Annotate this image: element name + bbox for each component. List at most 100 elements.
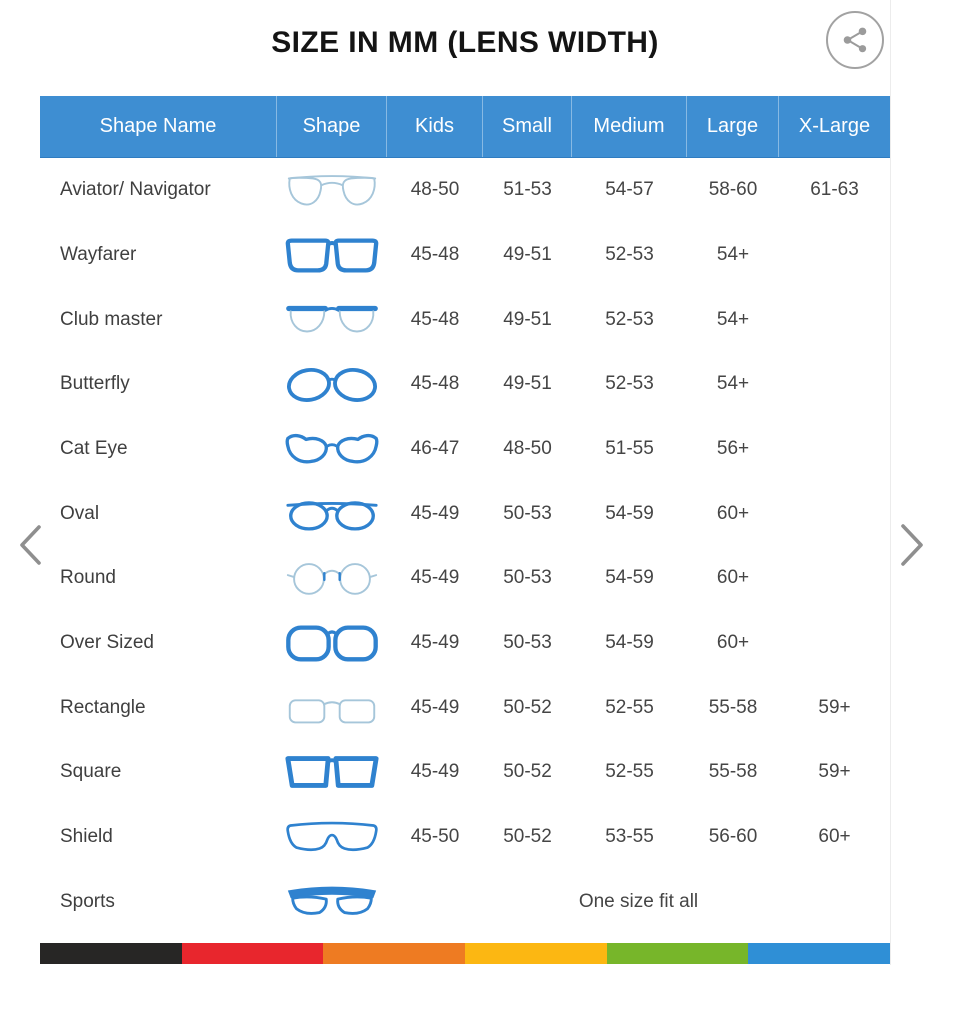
table-row: Rectangle 45-49 50-52 52-55 55-58 59+ xyxy=(40,675,890,740)
shape-name-cell: Round xyxy=(60,567,116,589)
oversized-glasses-icon xyxy=(277,619,387,667)
size-cell-medium: 52-55 xyxy=(605,696,654,718)
shape-name-cell: Oval xyxy=(60,502,100,524)
stripe-segment xyxy=(606,943,749,964)
size-cell-medium: 53-55 xyxy=(605,826,654,848)
table-row: Aviator/ Navigator 48-50 51-53 54-57 58-60 6… xyxy=(40,158,890,223)
size-cell-large: 54+ xyxy=(716,244,750,265)
size-cell-kids: 45-49 xyxy=(410,502,460,524)
size-cell-medium: 52-53 xyxy=(605,244,654,265)
table-row: Sports One size fit all xyxy=(40,869,890,934)
table-row: Club master 45-48 49-51 52-53 54+ xyxy=(40,287,890,352)
size-cell-kids: 45-49 xyxy=(410,632,460,654)
size-cell-small: 50-52 xyxy=(503,696,552,718)
size-cell-small: 49-51 xyxy=(503,244,552,265)
size-cell-small: 50-53 xyxy=(503,567,552,589)
size-cell-large: 60+ xyxy=(716,632,750,654)
wayfarer-glasses-icon xyxy=(277,231,387,279)
size-cell-kids: 45-49 xyxy=(410,761,460,783)
cateye-glasses-icon xyxy=(277,425,387,473)
table-row: Over Sized 45-49 50-53 54-59 60+ xyxy=(40,611,890,676)
table-row: Cat Eye 46-47 48-50 51-55 56+ xyxy=(40,417,890,482)
stripe-segment xyxy=(748,943,891,964)
round-glasses-icon xyxy=(277,554,387,602)
size-cell-medium: 54-59 xyxy=(605,567,654,589)
size-cell-xlarge: 59+ xyxy=(818,696,851,718)
size-cell-small: 50-53 xyxy=(503,502,552,524)
chevron-right-icon xyxy=(898,520,926,570)
size-cell-large: 56-60 xyxy=(708,826,758,848)
header-cell-large: Large xyxy=(687,96,779,157)
shape-name-cell: Rectangle xyxy=(60,696,146,718)
size-cell-kids: 45-50 xyxy=(410,826,460,848)
square-glasses-icon xyxy=(277,748,387,796)
shape-name-cell: Butterfly xyxy=(60,373,130,395)
card-right-edge xyxy=(890,0,891,965)
size-cell-kids: 45-48 xyxy=(410,373,460,395)
shape-name-cell: Wayfarer xyxy=(60,244,137,265)
size-cell-kids: 48-50 xyxy=(410,179,460,201)
size-cell-small: 51-53 xyxy=(503,179,552,201)
shape-name-cell: Sports xyxy=(60,890,115,912)
size-cell-kids: 45-49 xyxy=(410,696,460,718)
shape-name-cell: Aviator/ Navigator xyxy=(60,179,211,201)
shape-name-cell: Square xyxy=(60,761,122,783)
size-cell-large: 60+ xyxy=(716,567,750,589)
size-cell-xlarge: 59+ xyxy=(818,761,851,783)
size-cell-large: 54+ xyxy=(716,308,750,330)
page-title: SIZE IN MM (LENS WIDTH) xyxy=(271,26,659,59)
brand-color-stripe xyxy=(40,943,891,964)
oval-glasses-icon xyxy=(277,490,387,538)
share-button[interactable] xyxy=(826,11,884,69)
butterfly-glasses-icon xyxy=(277,360,387,408)
one-size-note: One size fit all xyxy=(578,890,699,912)
carousel-prev-button[interactable] xyxy=(12,521,48,569)
header-cell-shape-name: Shape Name xyxy=(40,96,277,157)
size-cell-medium: 54-59 xyxy=(605,502,654,524)
size-cell-medium: 52-53 xyxy=(605,308,654,330)
shape-name-cell: Cat Eye xyxy=(60,438,128,460)
size-cell-small: 50-52 xyxy=(503,761,552,783)
table-row: Square 45-49 50-52 52-55 55-58 59+ xyxy=(40,740,890,805)
size-cell-large: 56+ xyxy=(716,438,750,460)
size-cell-large: 60+ xyxy=(716,502,750,524)
table-row: Wayfarer 45-48 49-51 52-53 54+ xyxy=(40,223,890,288)
stripe-segment xyxy=(323,943,466,964)
shield-glasses-icon xyxy=(277,813,387,861)
size-cell-kids: 46-47 xyxy=(410,438,460,460)
table-body: Aviator/ Navigator 48-50 51-53 54-57 58-60 6… xyxy=(40,158,890,934)
header-cell-shape: Shape xyxy=(277,96,387,157)
size-cell-small: 48-50 xyxy=(503,438,552,460)
table-row: Oval 45-49 50-53 54-59 60+ xyxy=(40,481,890,546)
size-cell-large: 55-58 xyxy=(708,761,758,783)
stripe-segment xyxy=(465,943,607,964)
size-cell-medium: 52-53 xyxy=(605,373,654,395)
aviator-glasses-icon xyxy=(277,166,387,214)
size-cell-large: 55-58 xyxy=(708,696,758,718)
size-cell-xlarge: 61-63 xyxy=(810,179,859,201)
rectangle-glasses-icon xyxy=(277,684,387,732)
size-cell-kids: 45-49 xyxy=(410,567,460,589)
size-cell-large: 58-60 xyxy=(708,179,758,201)
size-cell-large: 54+ xyxy=(716,373,750,395)
table-row: Shield 45-50 50-52 53-55 56-60 60+ xyxy=(40,805,890,870)
clubmaster-glasses-icon xyxy=(277,296,387,344)
shape-name-cell: Over Sized xyxy=(60,632,154,654)
stripe-segment xyxy=(40,943,182,964)
size-cell-medium: 51-55 xyxy=(605,438,654,460)
sports-glasses-icon xyxy=(277,878,387,926)
size-cell-xlarge: 60+ xyxy=(818,826,851,848)
chevron-left-icon xyxy=(16,522,44,568)
header-cell-x-large: X-Large xyxy=(798,115,871,137)
table-header-row: Shape Name Shape Kids Small Medium Large X-Lar… xyxy=(40,96,890,158)
shape-name-cell: Shield xyxy=(60,826,113,848)
size-cell-small: 50-53 xyxy=(503,632,552,654)
share-icon xyxy=(840,25,870,55)
carousel-next-button[interactable] xyxy=(894,519,930,571)
size-cell-medium: 52-55 xyxy=(605,761,654,783)
size-cell-kids: 45-48 xyxy=(410,244,460,265)
size-cell-medium: 54-57 xyxy=(605,179,654,201)
header-cell-kids: Kids xyxy=(387,96,483,157)
shape-name-cell: Club master xyxy=(60,308,163,330)
